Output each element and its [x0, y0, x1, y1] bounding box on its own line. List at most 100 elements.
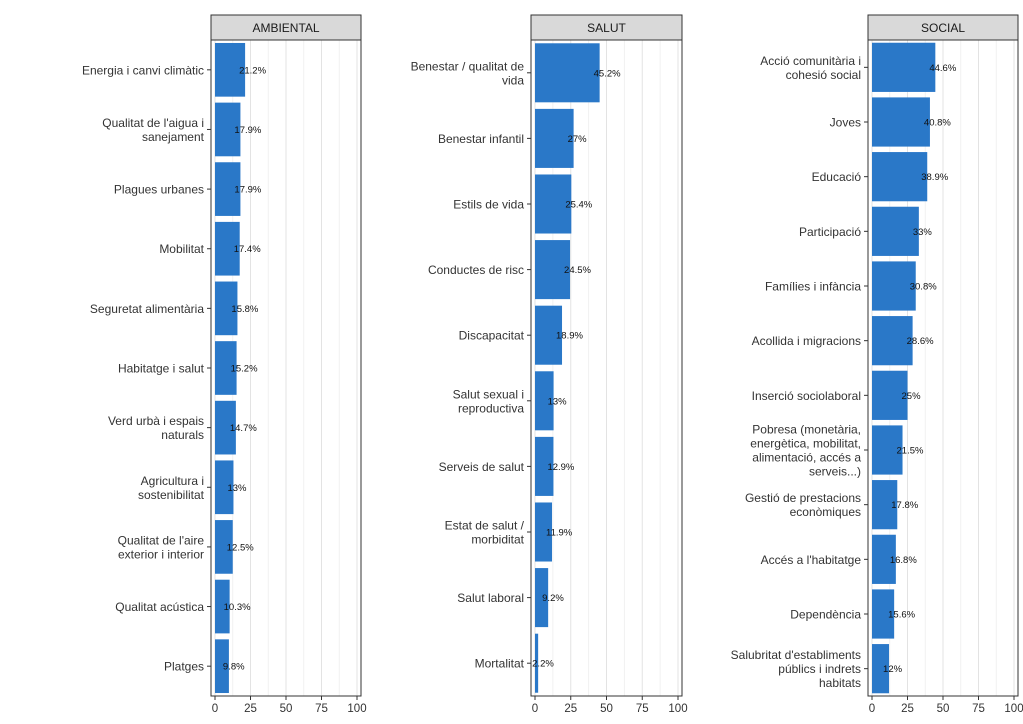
category-label-line: Benestar infantil [438, 132, 524, 146]
value-label: 44.6% [929, 63, 956, 74]
bar [215, 341, 237, 395]
facet-label: SALUT [587, 21, 626, 35]
category-label-line: Dependència [790, 608, 861, 622]
category-label-line: Acció comunitària i [760, 54, 861, 68]
category-label-line: Qualitat acústica [115, 600, 204, 614]
value-label: 17.9% [234, 185, 261, 196]
value-label: 12.9% [547, 462, 574, 473]
bar [872, 370, 908, 420]
category-label: Famílies i infància [765, 280, 861, 294]
value-label: 17.8% [891, 500, 918, 511]
panel-border [530, 39, 683, 697]
value-label: 25% [902, 391, 922, 402]
x-tick-label: 25 [244, 703, 257, 715]
category-label: Discapacitat [459, 329, 525, 343]
bar [535, 240, 571, 300]
bar [535, 633, 539, 693]
bar [215, 579, 230, 634]
x-tick-label: 100 [347, 703, 366, 715]
value-label: 16.8% [890, 555, 917, 566]
category-label: Salut sexual i reproductiva [453, 387, 525, 415]
category-label-line: Qualitat de l'aire [118, 533, 205, 547]
category-label: Acció comunitària i cohesió social [760, 54, 861, 82]
x-tick-label: 0 [212, 703, 218, 715]
value-label: 45.2% [594, 68, 621, 79]
category-label-line: Habitatge i salut [118, 362, 205, 376]
value-label: 38.9% [921, 172, 948, 183]
x-tick-label: 100 [668, 703, 687, 715]
value-label: 17.4% [234, 244, 261, 255]
category-label: Educació [812, 170, 862, 184]
category-label: Benestar / qualitat de vida [411, 59, 525, 87]
category-label: Plagues urbanes [114, 183, 204, 197]
category-label-line: cohesió social [786, 68, 861, 82]
category-label: Conductes de risc [428, 263, 524, 277]
category-label-line: Verd urbà i espais [108, 414, 204, 428]
value-label: 13% [227, 483, 247, 494]
value-label: 9.8% [223, 662, 245, 673]
category-label: Habitatge i salut [118, 362, 205, 376]
category-label: Salut laboral [457, 591, 524, 605]
value-label: 25.4% [565, 200, 592, 211]
category-label: Participació [799, 225, 861, 239]
bar [215, 42, 246, 97]
bar [535, 43, 600, 103]
bar [535, 371, 554, 431]
value-label: 28.6% [907, 336, 934, 347]
category-label-line: naturals [161, 428, 204, 442]
category-label-line: sanejament [142, 130, 205, 144]
bar [215, 639, 229, 694]
category-label: Inserció sociolaboral [752, 389, 861, 403]
category-label: Verd urbà i espais naturals [108, 414, 204, 442]
x-tick-label: 50 [600, 703, 613, 715]
category-label-line: Accés a l'habitatge [761, 553, 862, 567]
category-label-line: serveis...) [809, 465, 861, 479]
category-label: Platges [164, 660, 204, 674]
bar [872, 644, 890, 694]
bar [535, 174, 572, 234]
category-label: Mortalitat [475, 657, 525, 671]
category-label: Dependència [790, 608, 861, 622]
value-label: 15.8% [231, 304, 258, 315]
bar [872, 480, 898, 530]
category-label: Benestar infantil [438, 132, 524, 146]
x-tick-label: 0 [869, 703, 875, 715]
category-label-line: Salut laboral [457, 591, 524, 605]
category-label: Energia i canvi climàtic [82, 63, 204, 77]
category-label-line: Conductes de risc [428, 263, 524, 277]
value-label: 12.5% [227, 542, 254, 553]
bar [872, 261, 916, 311]
category-label: Estat de salut / morbiditat [445, 519, 525, 547]
bar [872, 534, 896, 584]
value-label: 9.2% [542, 593, 564, 604]
category-label: Accés a l'habitatge [761, 553, 862, 567]
bar [872, 425, 903, 475]
x-tick-label: 75 [315, 703, 328, 715]
category-label-line: Serveis de salut [439, 460, 525, 474]
category-label: Agricultura i sostenibilitat [138, 474, 205, 502]
category-label: Pobresa (monetària, energètica, mobilitat… [750, 423, 861, 479]
facet-strip [530, 14, 683, 41]
category-label: Seguretat alimentària [90, 302, 204, 316]
value-label: 15.2% [231, 364, 258, 375]
facet-strip [867, 14, 1019, 41]
category-label-line: Gestió de prestacions [745, 491, 861, 505]
bar [215, 400, 236, 455]
bar [215, 460, 234, 515]
category-label-line: Benestar / qualitat de [411, 59, 525, 73]
category-label-line: Joves [830, 116, 861, 130]
bar [535, 568, 549, 628]
category-label-line: habitats [819, 676, 861, 690]
value-label: 2.2% [532, 659, 554, 670]
category-label-line: Estat de salut / [445, 519, 525, 533]
value-label: 24.5% [564, 265, 591, 276]
x-tick-label: 100 [1004, 703, 1023, 715]
value-label: 40.8% [924, 118, 951, 129]
value-label: 13% [548, 396, 568, 407]
category-label: Mobilitat [159, 242, 204, 256]
facet-label: SOCIAL [921, 21, 965, 35]
category-label-line: reproductiva [458, 401, 524, 415]
bar [872, 97, 930, 147]
category-label-line: Salubritat d'establiments [731, 648, 861, 662]
